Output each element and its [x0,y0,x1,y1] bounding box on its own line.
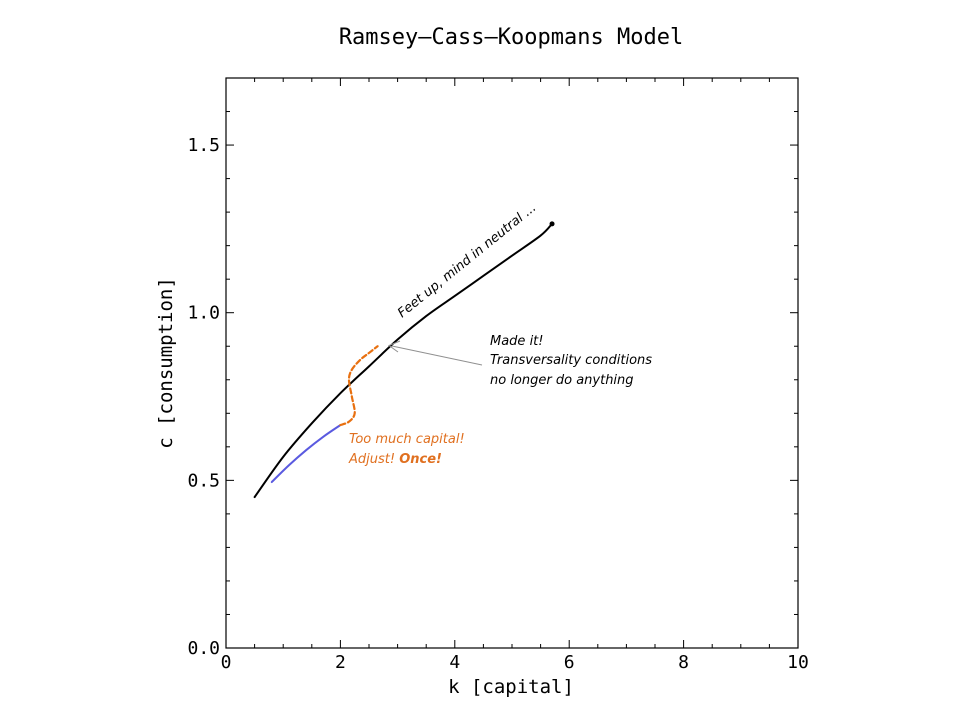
x-tick-label: 0 [221,652,232,673]
annotation-arrow [387,340,483,366]
annotation-made-it-line1: Made it! [490,334,544,349]
y-tick-label: 0.0 [187,638,220,659]
x-axis-ticks: 0 2 4 6 8 10 [221,78,809,673]
x-tick-label: 8 [678,652,689,673]
x-axis-label: k [capital] [448,676,574,698]
series-layer [253,221,555,499]
series-line-0 [253,222,554,499]
y-tick-label: 1.0 [187,303,220,324]
annotation-steady-path: Feet up, mind in neutral ... [395,200,539,321]
chart-title: Ramsey–Cass–Koopmans Model [339,25,683,50]
x-tick-label: 2 [335,652,346,673]
x-tick-label: 10 [787,652,809,673]
annotation-too-much-line2: Adjust! Once! [348,452,442,467]
y-tick-label: 1.5 [187,135,220,156]
series-end-point-0 [549,221,555,227]
annotation-made-it-line3: no longer do anything [490,373,634,388]
y-tick-label: 0.5 [187,470,220,491]
annotation-too-much-prefix: Adjust! [348,452,399,467]
y-axis-ticks: 0.0 0.5 1.0 1.5 [187,111,798,659]
series-line-2 [339,345,379,427]
annotation-made-it-line2: Transversality conditions [490,353,652,368]
annotation-too-much-bold: Once! [399,452,442,467]
x-tick-label: 6 [564,652,575,673]
series-line-1 [270,424,342,484]
annotation-too-much-line1: Too much capital! [349,432,465,447]
y-axis-label: c [consumption] [155,277,177,449]
x-tick-label: 4 [449,652,460,673]
